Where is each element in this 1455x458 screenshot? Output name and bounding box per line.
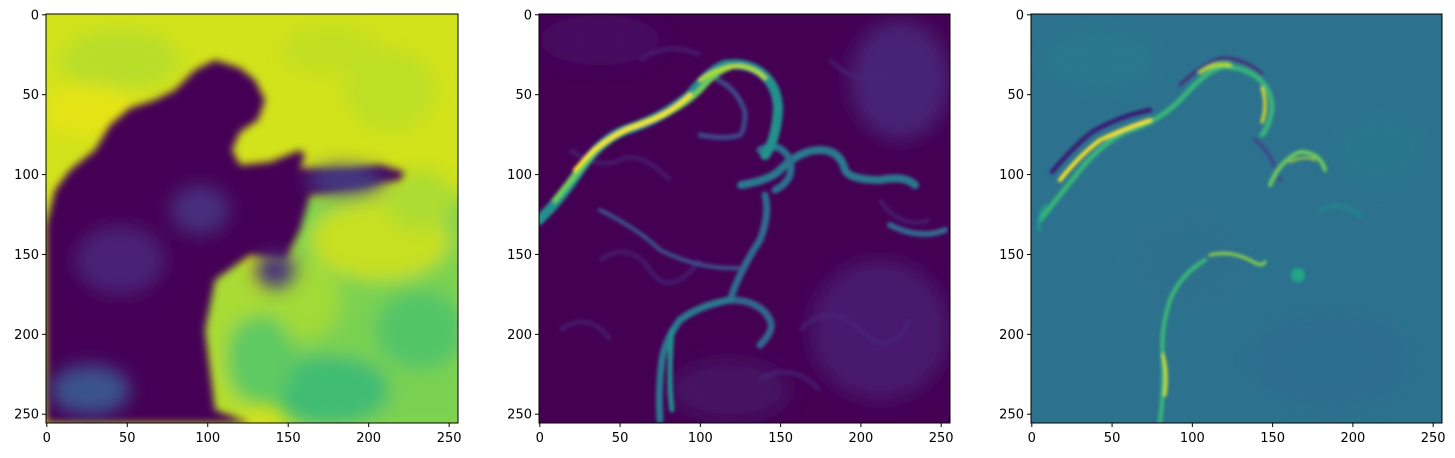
y-tick-label: 100	[507, 168, 532, 183]
y-tick-label: 150	[14, 248, 39, 263]
y-tick-label: 200	[14, 328, 39, 343]
y-tick-label: 250	[999, 408, 1024, 423]
x-axis-2: 0 50 100 150 200 250	[536, 423, 954, 446]
x-axis-1: 0 50 100 150 200 250	[43, 423, 462, 446]
y-axis-1: 0 50 100 150 200 250	[14, 8, 46, 423]
heatmap-panel-3: 0 50 100 150 200 250 0 50 100 150 200 250	[999, 8, 1445, 446]
x-tick-label: 0	[43, 431, 51, 446]
y-tick-label: 100	[14, 168, 39, 183]
y-tick-label: 0	[1016, 8, 1024, 23]
heatmap-image-1	[46, 14, 458, 423]
heatmap-panel-2: 0 50 100 150 200 250 0 50 100 150 200 250	[507, 8, 953, 446]
axes-frame-3	[1030, 13, 1443, 424]
x-tick-label: 0	[1028, 431, 1036, 446]
axes-frame-2	[538, 13, 951, 424]
y-tick-label: 150	[507, 248, 532, 263]
y-tick-label: 250	[507, 408, 532, 423]
x-tick-label: 250	[929, 431, 954, 446]
x-tick-label: 200	[356, 431, 381, 446]
heatmap-image-2	[539, 14, 950, 423]
x-tick-label: 200	[848, 431, 873, 446]
x-tick-label: 100	[195, 431, 220, 446]
x-tick-label: 0	[536, 431, 544, 446]
x-tick-label: 100	[688, 431, 713, 446]
y-tick-label: 100	[999, 168, 1024, 183]
x-tick-label: 150	[768, 431, 793, 446]
x-tick-label: 50	[1104, 431, 1121, 446]
y-tick-label: 50	[515, 88, 532, 103]
x-tick-label: 250	[437, 431, 462, 446]
y-tick-label: 0	[524, 8, 532, 23]
y-tick-label: 50	[22, 88, 39, 103]
y-tick-label: 250	[14, 408, 39, 423]
y-tick-label: 50	[1007, 88, 1024, 103]
axes-frame-1	[45, 13, 459, 424]
y-tick-label: 150	[999, 248, 1024, 263]
y-tick-label: 200	[507, 328, 532, 343]
x-tick-label: 50	[612, 431, 629, 446]
x-tick-label: 200	[1340, 431, 1365, 446]
heatmap-image-3	[1031, 14, 1442, 423]
x-tick-label: 100	[1180, 431, 1205, 446]
x-axis-3: 0 50 100 150 200 250	[1028, 423, 1446, 446]
heatmap-panel-1: 0 50 100 150 200 250 0 50 100 150 200 250	[14, 8, 462, 446]
x-tick-label: 150	[1260, 431, 1285, 446]
x-tick-label: 50	[119, 431, 136, 446]
y-axis-3: 0 50 100 150 200 250	[999, 8, 1031, 423]
x-tick-label: 150	[276, 431, 301, 446]
y-tick-label: 200	[999, 328, 1024, 343]
y-tick-label: 0	[31, 8, 39, 23]
x-tick-label: 250	[1421, 431, 1446, 446]
y-axis-2: 0 50 100 150 200 250	[507, 8, 539, 423]
